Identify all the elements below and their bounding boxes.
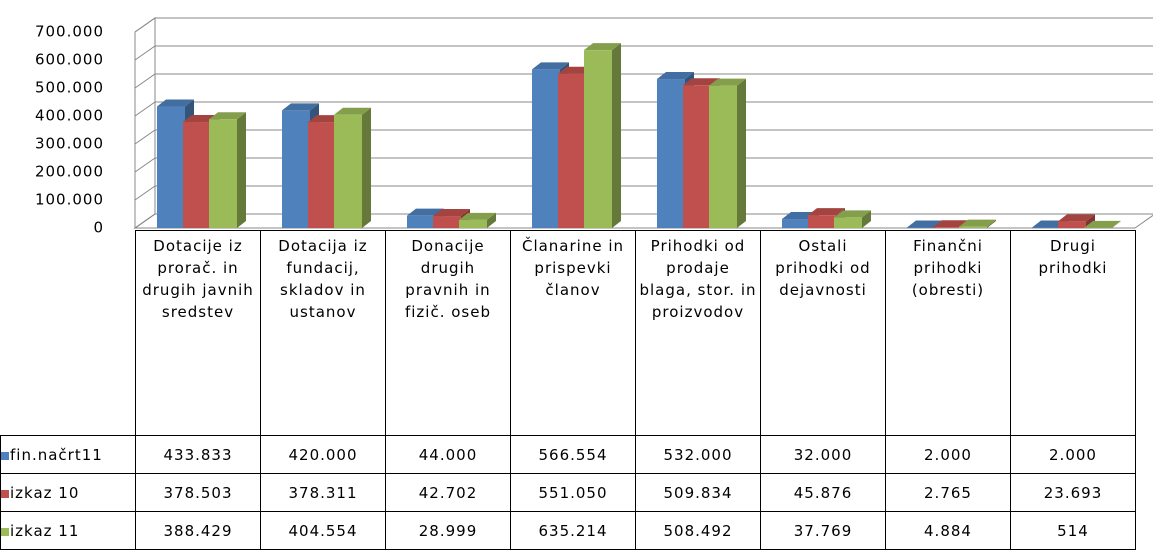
legend-key <box>1 452 9 460</box>
y-tick-label: 300.000 <box>35 135 104 153</box>
bar-front <box>1032 227 1060 228</box>
value-cell: 378.311 <box>261 474 386 512</box>
value-cell: 388.429 <box>136 512 261 550</box>
value-cell: 2.765 <box>886 474 1011 512</box>
bar-front <box>308 122 336 228</box>
bar-front <box>558 74 586 228</box>
bar <box>334 108 371 228</box>
bar-front <box>282 110 310 228</box>
legend-label: fin.načrt11 <box>10 446 103 464</box>
legend-label: izkaz 10 <box>10 484 79 502</box>
bar-front <box>183 122 211 228</box>
bar-front <box>334 115 362 228</box>
value-cell: 378.503 <box>136 474 261 512</box>
value-cell: 433.833 <box>136 436 261 474</box>
bar-front <box>209 119 237 228</box>
category-label: Ostali prihodki od dejavnosti <box>761 231 886 436</box>
corner <box>1 231 136 436</box>
bar-front <box>709 86 737 228</box>
bar-front <box>657 79 685 228</box>
value-cell: 4.884 <box>886 512 1011 550</box>
category-label: Dotacije iz prorač. in drugih javnih sre… <box>136 231 261 436</box>
bar-front <box>907 227 935 228</box>
bar-front <box>1058 221 1086 228</box>
grid-line <box>135 74 1153 88</box>
value-cell: 566.554 <box>511 436 636 474</box>
bar-front <box>782 219 810 228</box>
bar-side <box>737 79 746 228</box>
category-label: Prihodki od prodaje blaga, stor. in proi… <box>636 231 761 436</box>
value-cell: 509.834 <box>636 474 761 512</box>
value-cell: 23.693 <box>1011 474 1136 512</box>
bar-side <box>237 112 246 228</box>
bar-front <box>683 85 711 228</box>
bar <box>584 43 621 228</box>
y-tick-label: 100.000 <box>35 191 104 209</box>
legend-cell: izkaz 11 <box>1 512 136 550</box>
value-cell: 37.769 <box>761 512 886 550</box>
bar <box>709 79 746 228</box>
bar-front <box>157 107 185 228</box>
bar-front <box>834 217 862 228</box>
value-cell: 28.999 <box>386 512 511 550</box>
grid-line <box>135 18 1153 32</box>
bar-front <box>433 216 461 228</box>
value-cell: 2.000 <box>886 436 1011 474</box>
bar-front <box>933 227 961 228</box>
value-cell: 420.000 <box>261 436 386 474</box>
y-tick-label: 500.000 <box>35 79 104 97</box>
value-cell: 32.000 <box>761 436 886 474</box>
grid-line <box>135 46 1153 60</box>
value-cell: 44.000 <box>386 436 511 474</box>
value-cell: 45.876 <box>761 474 886 512</box>
value-cell: 404.554 <box>261 512 386 550</box>
value-cell: 551.050 <box>511 474 636 512</box>
bar-front <box>407 216 435 228</box>
bar-side <box>362 108 371 228</box>
legend-cell: fin.načrt11 <box>1 436 136 474</box>
category-label: Drugi prihodki <box>1011 231 1136 436</box>
value-cell: 514 <box>1011 512 1136 550</box>
bar-front <box>584 50 612 228</box>
value-cell: 42.702 <box>386 474 511 512</box>
y-tick-label: 400.000 <box>35 107 104 125</box>
legend-key <box>1 528 9 536</box>
y-tick-label: 700.000 <box>35 23 104 41</box>
bar-front <box>532 69 560 228</box>
header-row: Dotacije iz prorač. in drugih javnih sre… <box>1 231 1136 436</box>
data-table: Dotacije iz prorač. in drugih javnih sre… <box>0 230 1136 550</box>
value-cell: 508.492 <box>636 512 761 550</box>
value-cell: 532.000 <box>636 436 761 474</box>
bar-front <box>459 220 487 228</box>
bar-side <box>612 43 621 228</box>
y-tick-label: 200.000 <box>35 163 104 181</box>
category-label: Donacije drugih pravnih in fizič. oseb <box>386 231 511 436</box>
value-cell: 635.214 <box>511 512 636 550</box>
bar <box>209 112 246 228</box>
value-cell: 2.000 <box>1011 436 1136 474</box>
category-label: Finančni prihodki (obresti) <box>886 231 1011 436</box>
legend-label: izkaz 11 <box>10 522 79 540</box>
bar-front <box>808 215 836 228</box>
category-label: Dotacija iz fundacij, skladov in ustanov <box>261 231 386 436</box>
legend-cell: izkaz 10 <box>1 474 136 512</box>
bar-front <box>959 227 987 228</box>
y-tick-label: 600.000 <box>35 51 104 69</box>
legend-key <box>1 490 9 498</box>
category-label: Članarine in prispevki članov <box>511 231 636 436</box>
side-wall <box>135 18 155 228</box>
